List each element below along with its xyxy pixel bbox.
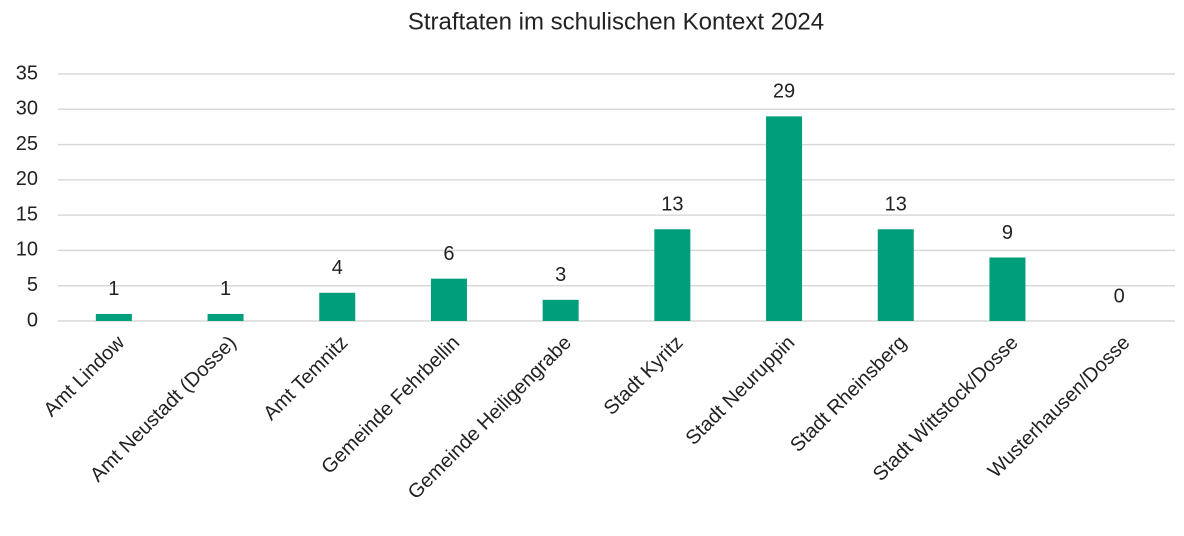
y-tick-label: 35 (16, 62, 38, 84)
x-tick-label: Amt Lindow (40, 331, 130, 421)
data-label: 3 (555, 264, 566, 286)
bar (877, 229, 914, 321)
data-label: 1 (108, 278, 119, 300)
data-label: 13 (661, 194, 683, 216)
data-label: 0 (1114, 285, 1125, 307)
bar (989, 257, 1026, 321)
data-label: 4 (332, 257, 343, 279)
data-label: 9 (1002, 222, 1013, 244)
x-tick-label: Stadt Rheinsberg (786, 332, 911, 457)
y-tick-label: 20 (16, 168, 38, 190)
y-tick-label: 10 (16, 239, 38, 261)
x-tick-label: Stadt Kyritz (600, 332, 688, 420)
x-tick-label: Stadt Neuruppin (682, 332, 800, 450)
bar (542, 299, 579, 321)
y-tick-label: 5 (27, 274, 38, 296)
y-tick-label: 25 (16, 133, 38, 155)
data-label: 1 (220, 278, 231, 300)
chart-title: Straftaten im schulischen Kontext 2024 (408, 8, 824, 35)
bar (430, 278, 467, 321)
bar (654, 229, 691, 321)
data-label: 29 (773, 81, 795, 103)
bar (319, 292, 356, 321)
y-tick-label: 15 (16, 203, 38, 225)
bar (95, 313, 132, 321)
bar (766, 116, 803, 321)
x-tick-label: Amt Temnitz (259, 332, 352, 425)
data-label: 6 (443, 243, 454, 265)
y-tick-label: 0 (27, 309, 38, 331)
y-tick-label: 30 (16, 98, 38, 120)
bar (207, 313, 244, 321)
data-label: 13 (885, 194, 907, 216)
